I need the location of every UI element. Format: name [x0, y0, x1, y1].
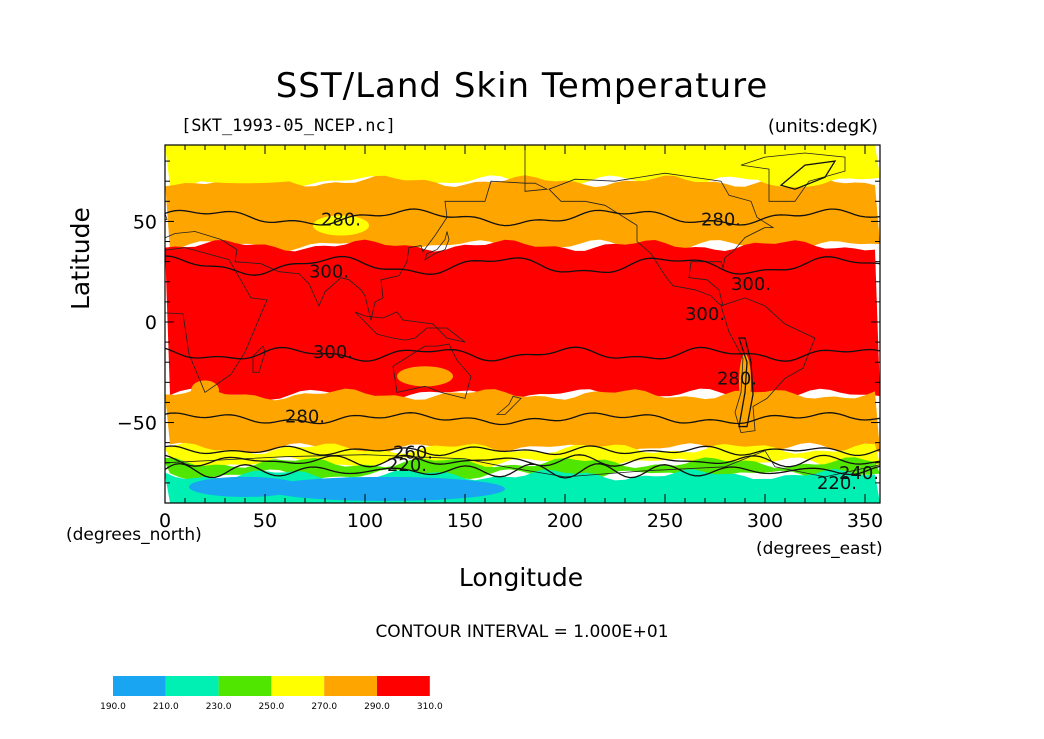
shading-blob	[313, 215, 369, 236]
x-tick-label: 300	[747, 510, 783, 532]
x-tick-label: 250	[647, 510, 683, 532]
contour-label: 280.	[321, 209, 361, 230]
x-axis-unit-label: (degrees_east)	[756, 539, 883, 559]
contour-240	[165, 454, 880, 468]
temperature-band	[165, 239, 880, 401]
x-axis-title-text: Longitude	[458, 563, 584, 592]
temperature-bands	[165, 145, 880, 503]
contour-260	[165, 445, 880, 457]
indonesia-outline	[354, 311, 466, 343]
x-tick-label: 350	[847, 510, 883, 532]
shading-blob	[185, 171, 305, 184]
contour-label: 240.	[839, 463, 879, 484]
contour-interval-label: CONTOUR INTERVAL = 1.000E+01	[375, 622, 669, 642]
south-america-outline	[720, 297, 816, 434]
new-zealand-outline	[495, 395, 522, 415]
colorbar-swatch	[165, 676, 219, 696]
colorbar-swatch	[218, 676, 272, 696]
north-america-outline	[548, 172, 775, 307]
contour-andes	[738, 337, 754, 428]
contour-label: 300.	[309, 262, 349, 283]
temperature-band	[165, 388, 880, 455]
contour-300-north	[165, 255, 880, 276]
africa-outline	[165, 247, 268, 394]
far-east-outline	[524, 182, 549, 192]
colorbar-label: 210.0	[153, 702, 179, 712]
y-axis-unit-label: (degrees_north)	[66, 525, 202, 545]
colorbar-label: 190.0	[100, 702, 126, 712]
uk-outline	[165, 212, 168, 221]
contour-label: 300.	[731, 274, 771, 295]
contour-label: 260.	[393, 443, 433, 464]
shading-blob	[189, 476, 301, 497]
x-axis-title: Longitude	[0, 563, 1044, 592]
contour-greenland	[779, 160, 837, 190]
contour-labels: 280.300.280.300.300.300.280.280.260.220.…	[285, 209, 879, 493]
contour-label: 280.	[717, 368, 757, 389]
x-tick-label: 150	[447, 510, 483, 532]
europe-asia-outline	[165, 145, 526, 321]
x-tick-label: 0	[159, 510, 171, 532]
chart-title: SST/Land Skin Temperature	[275, 66, 769, 106]
y-tick-label: −50	[117, 413, 157, 435]
colorbar-swatch	[377, 676, 430, 696]
colorbar-label: 250.0	[259, 702, 285, 712]
madagascar-outline	[252, 345, 266, 373]
contour-label: 280.	[701, 209, 741, 230]
x-tick-label: 200	[547, 510, 583, 532]
contour-label: 280.	[285, 407, 325, 428]
contour-220	[165, 462, 880, 479]
x-tick-label: 50	[253, 510, 277, 532]
contour-300-south	[165, 346, 880, 362]
shading-blob	[397, 366, 453, 387]
contour-lines	[165, 160, 880, 479]
temperature-band	[165, 175, 880, 252]
colorbar-swatch	[113, 676, 166, 696]
source-file-label: [SKT_1993-05_NCEP.nc]	[181, 116, 396, 136]
shading-blob	[739, 354, 751, 411]
contour-280-north	[165, 208, 880, 227]
shading-blob	[191, 380, 219, 401]
colorbar-label: 230.0	[206, 702, 232, 712]
temperature-band	[165, 145, 880, 188]
colorbar-label: 270.0	[311, 702, 337, 712]
colorbar: 190.0 210.0 230.0 250.0 270.0 290.0 310.0	[100, 676, 443, 712]
colorbar-label: 310.0	[417, 702, 443, 712]
plot-frame	[164, 144, 881, 504]
colorbar-swatch	[271, 676, 325, 696]
colorbar-swatch	[324, 676, 377, 696]
contour-label: 220.	[817, 473, 857, 494]
axis-ticks: 0 50 100 150 200 250 300 350 50 0 −50	[117, 145, 883, 532]
contour-280-south	[165, 412, 880, 426]
units-label: (units:degK)	[767, 116, 878, 137]
contour-label: 300.	[313, 342, 353, 363]
contour-label: 220.	[387, 455, 427, 476]
colorbar-label: 290.0	[364, 702, 390, 712]
shading-blob	[755, 163, 835, 188]
y-tick-label: 0	[145, 312, 157, 334]
japan-outline	[424, 231, 450, 261]
australia-outline	[392, 343, 472, 399]
contour-label: 300.	[685, 304, 725, 325]
greenland-outline	[740, 152, 846, 202]
y-tick-label: 50	[133, 211, 157, 233]
shading-blob	[715, 478, 815, 495]
x-tick-label: 100	[347, 510, 383, 532]
shading-blob	[265, 476, 505, 501]
